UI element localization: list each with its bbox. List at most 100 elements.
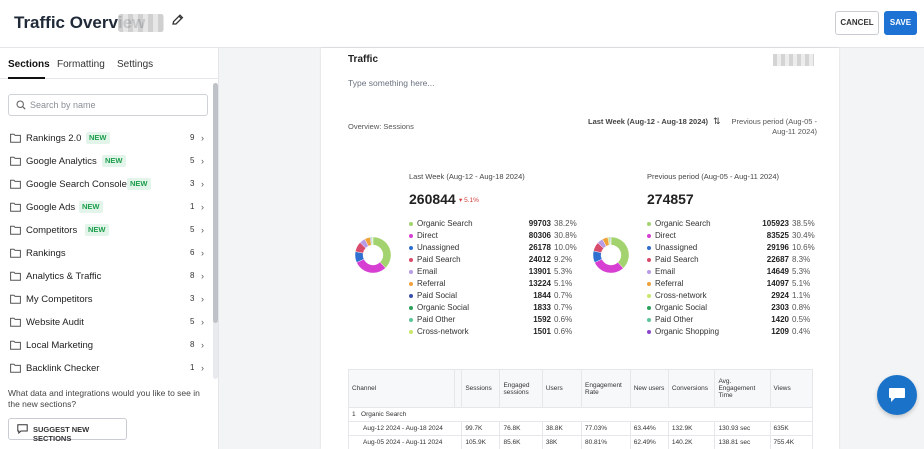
legend-row: Organic Social 2303 0.8%: [647, 302, 817, 314]
donut-slice: [610, 236, 630, 269]
chevron-right-icon: ›: [201, 294, 204, 304]
tab-formatting[interactable]: Formatting: [57, 59, 105, 70]
edit-title-icon[interactable]: [171, 13, 187, 31]
sidebar-item-analytics-traffic[interactable]: Analytics & Traffic 8 ›: [0, 266, 212, 289]
legend-swatch: [647, 258, 651, 262]
row-period: Aug-12 2024 - Aug-18 2024: [347, 421, 463, 436]
legend-row: Organic Search 105923 38.5%: [647, 218, 817, 230]
legend-swatch: [409, 258, 413, 262]
folder-icon: [10, 248, 21, 258]
report-title: Traffic: [348, 54, 379, 65]
sidebar-item-label: Rankings: [26, 248, 66, 259]
sidebar-item-label: Local Marketing: [26, 340, 94, 351]
sidebar-item-label: Backlink Checker: [26, 363, 100, 374]
sidebar-item-rankings[interactable]: Rankings 6 ›: [0, 243, 212, 266]
legend-value: 1833: [533, 303, 551, 312]
chat-launcher-button[interactable]: [877, 375, 917, 415]
legend-percent: 5.1%: [554, 279, 573, 288]
folder-icon: [10, 363, 21, 373]
report-text-input[interactable]: Type something here...: [348, 78, 435, 88]
new-badge: NEW: [127, 178, 151, 190]
group-cell: 1 Organic Search: [348, 407, 813, 422]
legend-percent: 9.2%: [554, 255, 573, 264]
col-header: Avg. Engagement Time: [714, 369, 771, 408]
legend-label: Unassigned: [417, 243, 460, 252]
legend-swatch: [647, 282, 651, 286]
cell: 105.9K: [461, 435, 501, 449]
group-index: 1: [352, 411, 356, 418]
table-group-row[interactable]: 1 Organic Search: [348, 407, 813, 422]
legend-percent: 10.0%: [554, 243, 577, 252]
cell: 755.4K: [769, 435, 814, 449]
legend-label: Referral: [655, 279, 684, 288]
tab-sections[interactable]: Sections: [8, 59, 50, 70]
legend-label: Unassigned: [655, 243, 698, 252]
legend-label: Email: [417, 267, 438, 276]
sidebar-item-rankings-2[interactable]: Rankings 2.0 NEW 9 ›: [0, 128, 212, 151]
legend-label: Cross-network: [655, 291, 707, 300]
col-header: Sessions: [461, 369, 501, 408]
sidebar-item-competitors[interactable]: Competitors NEW 5 ›: [0, 220, 212, 243]
suggest-sections-button[interactable]: SUGGEST NEW SECTIONS: [8, 418, 127, 443]
sidebar-item-google-search-console[interactable]: Google Search Console NEW 3 ›: [0, 174, 212, 197]
cell: 635K: [769, 421, 814, 436]
item-count: 9: [190, 133, 195, 142]
legend-swatch: [647, 294, 651, 298]
previous-donut-chart: [592, 236, 630, 274]
search-input[interactable]: Search by name: [8, 94, 208, 116]
current-period-heading: Last Week (Aug-12 - Aug-18 2024): [409, 172, 525, 181]
cell: 80.81%: [581, 435, 631, 449]
col-header: New users: [629, 369, 669, 408]
item-count: 8: [190, 271, 195, 280]
legend-row: Direct 83525 30.4%: [647, 230, 817, 242]
chevron-right-icon: ›: [201, 179, 204, 189]
legend-swatch: [647, 330, 651, 334]
suggest-label: SUGGEST NEW SECTIONS: [33, 425, 90, 443]
sidebar-item-label: Google Ads: [26, 202, 76, 213]
legend-percent: 10.6%: [792, 243, 815, 252]
sidebar-item-my-competitors[interactable]: My Competitors 3 ›: [0, 289, 212, 312]
top-bar: Traffic Overview CANCEL SAVE: [0, 0, 924, 48]
legend-percent: 5.3%: [554, 267, 573, 276]
legend-label: Paid Search: [417, 255, 461, 264]
sidebar-item-backlink-checker[interactable]: Backlink Checker 1 ›: [0, 358, 212, 379]
legend-row: Paid Other 1420 0.5%: [647, 314, 817, 326]
sidebar-item-local-marketing[interactable]: Local Marketing 8 ›: [0, 335, 212, 358]
sidebar-item-google-ads[interactable]: Google Ads NEW 1 ›: [0, 197, 212, 220]
legend-label: Organic Search: [417, 219, 473, 228]
save-button[interactable]: SAVE: [884, 11, 917, 35]
period-selector[interactable]: Last Week (Aug-12 - Aug-18 2024): [588, 117, 709, 126]
legend-swatch: [647, 318, 651, 322]
folder-icon: [10, 156, 21, 166]
previous-period-label: Previous period (Aug-05 - Aug-11 2024): [731, 117, 817, 136]
item-count: 3: [190, 179, 195, 188]
cell: 140.2K: [667, 435, 716, 449]
legend-value: 83525: [766, 231, 789, 240]
cancel-button[interactable]: CANCEL: [835, 11, 879, 35]
change-indicator: ▾ 5.1%: [459, 197, 479, 204]
col-header: Channel: [348, 369, 455, 408]
sidebar-item-label: Google Search Console: [26, 179, 127, 190]
compare-swap-icon[interactable]: ⇅: [713, 116, 721, 126]
tab-settings[interactable]: Settings: [117, 59, 154, 70]
sidebar-scroll-thumb[interactable]: [213, 83, 218, 323]
legend-label: Paid Search: [655, 255, 699, 264]
legend-value: 1501: [533, 327, 551, 336]
legend-percent: 0.5%: [792, 315, 811, 324]
sidebar-tabs: Sections Formatting Settings: [0, 48, 219, 79]
legend-swatch: [409, 234, 413, 238]
col-header: [453, 369, 463, 408]
legend-row: Email 14649 5.3%: [647, 266, 817, 278]
chevron-right-icon: ›: [201, 156, 204, 166]
sidebar-item-google-analytics[interactable]: Google Analytics NEW 5 ›: [0, 151, 212, 174]
sidebar-item-website-audit[interactable]: Website Audit 5 ›: [0, 312, 212, 335]
row-period: Aug-05 2024 - Aug-11 2024: [347, 435, 463, 449]
overview-label: Overview: Sessions: [348, 122, 414, 131]
cell: 38.8K: [541, 421, 583, 436]
current-total: 260844: [409, 191, 456, 207]
chevron-right-icon: ›: [201, 340, 204, 350]
item-count: 5: [190, 156, 195, 165]
legend-swatch: [409, 306, 413, 310]
legend-percent: 38.5%: [792, 219, 815, 228]
legend-row: Cross-network 1501 0.6%: [409, 326, 579, 338]
